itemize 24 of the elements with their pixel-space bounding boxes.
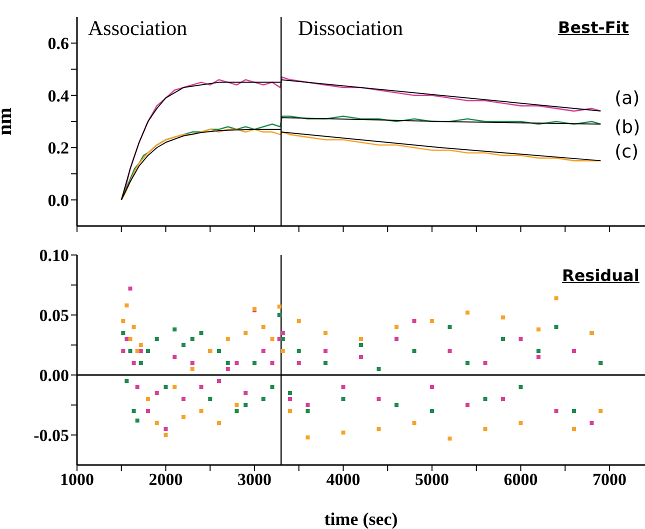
y-tick-label: 0.0: [48, 190, 69, 210]
x-axis-title: time (sec): [324, 509, 398, 529]
y-tick-label: 0.00: [39, 366, 69, 386]
annotation: Dissociation: [298, 16, 403, 41]
x-tick-label: 1000: [60, 470, 94, 490]
x-tick-label: 4000: [326, 470, 360, 490]
y-tick-label: 0.4: [48, 86, 70, 106]
y-tick-label: -0.05: [34, 426, 69, 446]
x-tick-label: 6000: [504, 470, 538, 490]
annotation: Association: [88, 16, 188, 41]
annotation: Best-Fit: [558, 18, 629, 37]
x-tick-label: 7000: [592, 470, 626, 490]
y-tick-label: 0.10: [39, 246, 69, 266]
x-tick-label: 2000: [148, 470, 183, 490]
y-tick-label: 0.2: [48, 138, 69, 158]
y-axis-title: nm: [0, 107, 16, 136]
series-label: (b): [614, 117, 640, 138]
annotation: Residual: [562, 266, 640, 285]
series-label: (c): [614, 142, 639, 163]
x-tick-label: 5000: [415, 470, 449, 490]
y-tick-label: 0.6: [48, 34, 69, 54]
series-label: (a): [614, 88, 640, 110]
y-tick-label: 0.05: [39, 306, 69, 326]
x-tick-label: 3000: [238, 470, 272, 490]
